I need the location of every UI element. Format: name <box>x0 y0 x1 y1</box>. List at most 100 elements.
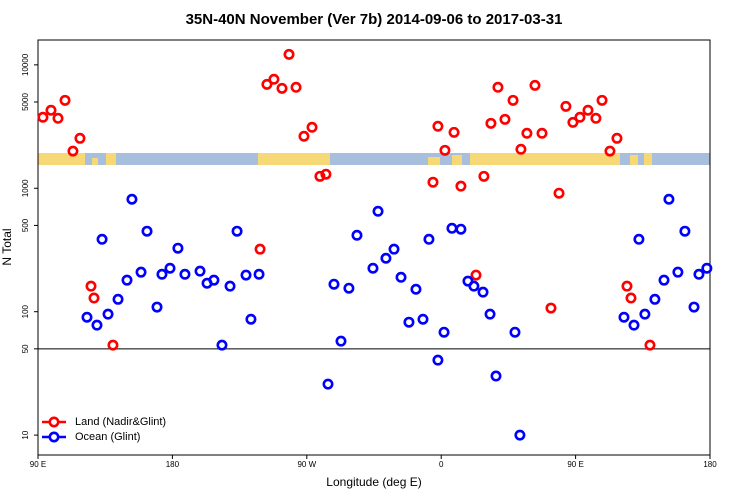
data-point <box>545 302 557 314</box>
data-point <box>135 266 147 278</box>
data-point <box>254 243 266 255</box>
data-point <box>240 269 252 281</box>
legend-marker <box>48 431 60 443</box>
data-point <box>455 223 467 235</box>
y-tick-label: 10000 <box>21 53 30 76</box>
x-tick-label: 180 <box>703 460 717 469</box>
data-point <box>37 111 49 123</box>
data-point <box>423 233 435 245</box>
data-point <box>417 313 429 325</box>
data-point <box>224 280 236 292</box>
data-point <box>625 292 637 304</box>
data-point <box>439 144 451 156</box>
legend-label: Land (Nadir&Glint) <box>75 416 166 428</box>
data-point <box>485 117 497 129</box>
data-point <box>478 170 490 182</box>
data-point <box>96 233 108 245</box>
data-point <box>74 132 86 144</box>
data-point <box>126 193 138 205</box>
x-tick-label: 90 W <box>297 460 316 469</box>
data-point <box>151 301 163 313</box>
x-axis-label: Longitude (deg E) <box>326 475 421 489</box>
data-point <box>582 104 594 116</box>
data-point <box>268 73 280 85</box>
data-point <box>693 268 705 280</box>
data-point <box>484 308 496 320</box>
data-point <box>245 313 257 325</box>
data-point <box>179 268 191 280</box>
data-point <box>380 252 392 264</box>
data-point <box>649 293 661 305</box>
data-point <box>372 205 384 217</box>
data-point <box>141 225 153 237</box>
data-point <box>395 271 407 283</box>
data-point <box>448 126 460 138</box>
data-point <box>574 111 586 123</box>
data-point <box>59 94 71 106</box>
data-point <box>644 339 656 351</box>
x-tick-label: 90 E <box>30 460 46 469</box>
data-point <box>194 265 206 277</box>
data-point <box>432 120 444 132</box>
data-point <box>470 269 482 281</box>
data-point <box>529 79 541 91</box>
data-point <box>618 311 630 323</box>
data-point <box>290 81 302 93</box>
data-point <box>67 145 79 157</box>
data-point <box>388 243 400 255</box>
data-point <box>455 180 467 192</box>
x-tick-label: 180 <box>166 460 180 469</box>
data-point <box>514 429 526 441</box>
data-point <box>515 143 527 155</box>
x-tick-label: 0 <box>439 460 444 469</box>
data-point <box>639 308 651 320</box>
data-point <box>231 225 243 237</box>
x-tick-label: 90 E <box>567 460 583 469</box>
data-point <box>560 100 572 112</box>
data-point <box>320 168 332 180</box>
data-point <box>107 339 119 351</box>
data-point <box>663 193 675 205</box>
y-axis-label: N Total <box>0 228 14 265</box>
data-point <box>477 286 489 298</box>
data-point <box>208 274 220 286</box>
data-point <box>314 170 326 182</box>
y-tick-label: 10 <box>21 430 30 439</box>
data-point <box>343 282 355 294</box>
data-point <box>604 145 616 157</box>
data-point <box>701 262 713 274</box>
data-point <box>306 121 318 133</box>
data-point <box>507 94 519 106</box>
y-tick-label: 1000 <box>21 179 30 197</box>
data-point <box>298 130 310 142</box>
data-point <box>679 225 691 237</box>
data-point <box>85 280 97 292</box>
y-tick-label: 5000 <box>21 93 30 111</box>
y-tick-label: 500 <box>21 218 30 232</box>
data-point <box>628 319 640 331</box>
chart-title: 35N-40N November (Ver 7b) 2014-09-06 to … <box>186 11 563 28</box>
data-point <box>438 326 450 338</box>
data-point <box>446 222 458 234</box>
data-point <box>499 113 511 125</box>
data-point <box>367 262 379 274</box>
data-point <box>121 274 133 286</box>
data-point <box>567 116 579 128</box>
data-point <box>490 370 502 382</box>
data-point <box>351 229 363 241</box>
data-point <box>658 274 670 286</box>
data-point <box>633 233 645 245</box>
data-point <box>468 280 480 292</box>
data-point <box>172 242 184 254</box>
data-point <box>88 292 100 304</box>
data-point <box>403 316 415 328</box>
data-point <box>276 82 288 94</box>
data-point <box>688 301 700 313</box>
data-point <box>164 262 176 274</box>
data-point <box>590 112 602 124</box>
data-point <box>427 176 439 188</box>
data-point <box>410 283 422 295</box>
map-strip <box>38 153 710 165</box>
data-point <box>102 308 114 320</box>
